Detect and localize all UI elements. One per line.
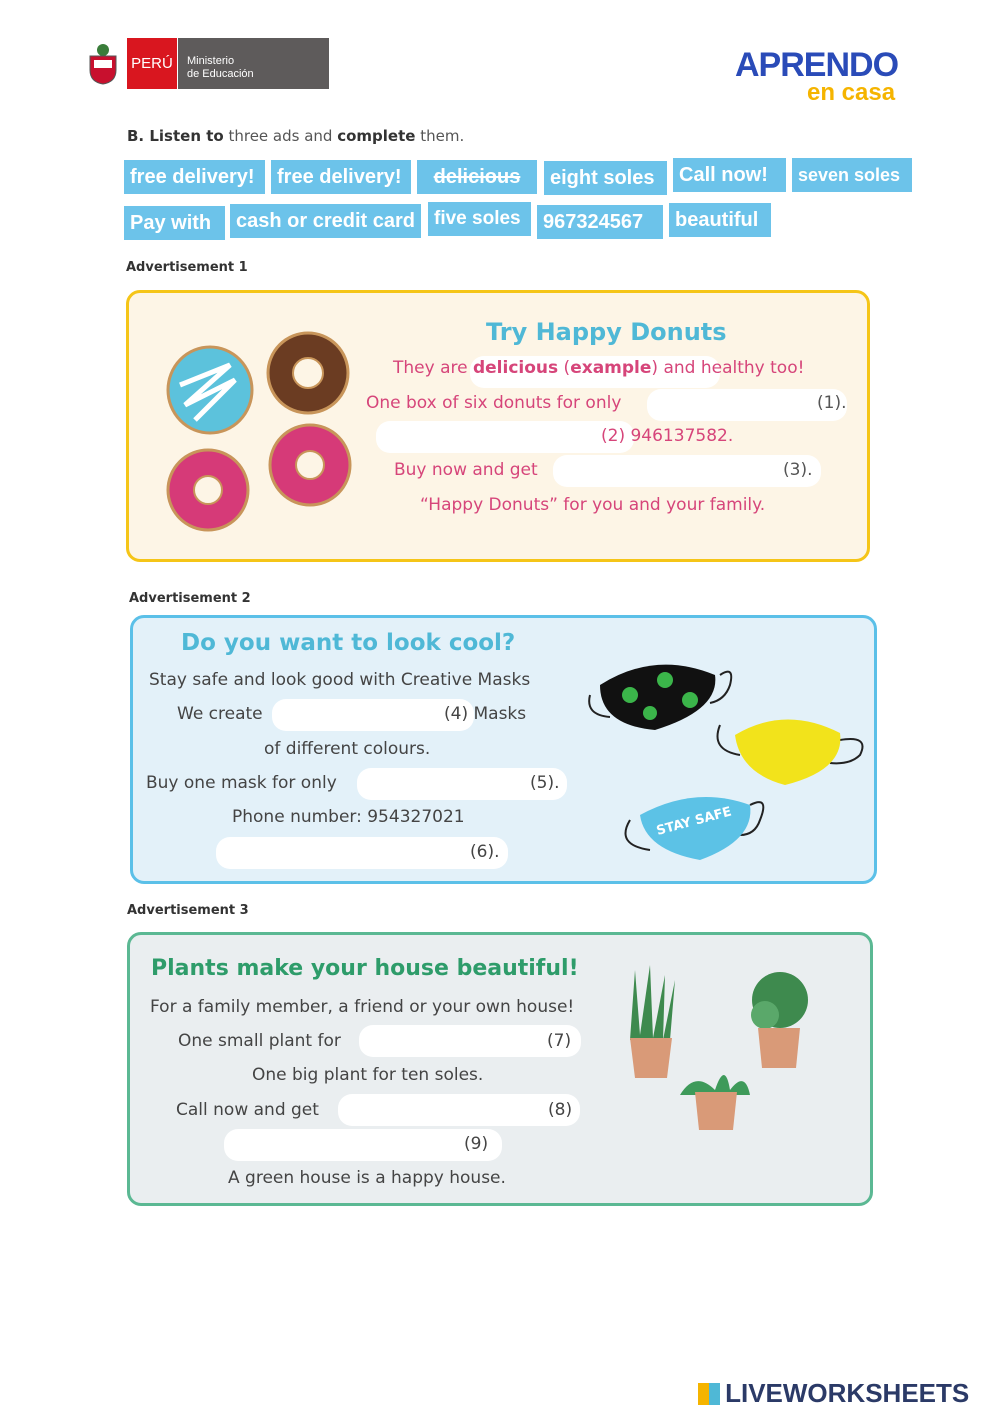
peru-coat-of-arms-icon — [84, 42, 122, 86]
instruction-bold: B. Listen to — [127, 127, 224, 145]
example-label: example — [570, 358, 652, 378]
text: They are — [393, 358, 473, 378]
example-word: delicious — [472, 358, 559, 378]
ministry-line2: de Educación — [187, 68, 254, 80]
answer-drop-zone-3[interactable] — [553, 455, 821, 487]
blank-number-5: (5). — [530, 773, 560, 793]
ad1-label: Advertisement 1 — [126, 260, 248, 275]
ad1-line4: Buy now and get — [394, 460, 538, 480]
ministry-line1: Ministerio — [187, 55, 235, 67]
ad2-title: Do you want to look cool? — [181, 630, 516, 656]
instruction: B. Listen to three ads and complete them… — [127, 127, 464, 145]
text: ( — [558, 358, 571, 378]
word-chip[interactable]: Call now! — [673, 158, 786, 192]
answer-drop-zone-1[interactable] — [647, 389, 847, 421]
blank-number-1: (1). — [817, 393, 847, 413]
ad3-line3: One big plant for ten soles. — [252, 1065, 484, 1085]
ad3-label: Advertisement 3 — [127, 903, 249, 918]
word-chip[interactable]: 967324567 — [537, 205, 663, 239]
word-chip[interactable]: free delivery! — [271, 160, 411, 194]
ad1-line1: They are delicious (example) and healthy… — [393, 358, 804, 378]
peru-logo: PERÚ — [127, 38, 177, 89]
blank-number-4: (4) Masks — [444, 704, 527, 724]
liveworksheets-icon — [698, 1382, 720, 1405]
ad1-line2: One box of six donuts for only — [366, 393, 622, 413]
masks-illustration: STAY SAFE — [588, 664, 864, 860]
word-chip[interactable]: five soles — [428, 202, 531, 236]
ad1-line5: “Happy Donuts” for you and your family. — [420, 495, 766, 515]
word-chip[interactable]: beautiful — [669, 203, 771, 237]
instruction-suffix: them. — [415, 127, 465, 145]
aprendo-logo: APRENDO en casa — [735, 46, 915, 106]
ad2-line2: We create — [177, 704, 263, 724]
ministry-logo: Ministerio de Educación — [178, 38, 329, 89]
blank-number-2: (2) 946137582. — [601, 426, 734, 446]
word-chip[interactable]: eight soles — [544, 161, 667, 195]
answer-drop-zone-9[interactable] — [224, 1129, 502, 1161]
donuts-illustration — [166, 331, 352, 532]
word-chip-used[interactable]: delicious — [417, 160, 537, 194]
ad2-label: Advertisement 2 — [129, 591, 251, 606]
blank-number-8: (8) — [548, 1100, 573, 1120]
text: ) and healthy too! — [651, 358, 805, 378]
blank-number-7: (7) — [547, 1031, 572, 1051]
ad3-line2: One small plant for — [178, 1031, 341, 1051]
ad2-line5: Phone number: 954327021 — [232, 807, 465, 827]
ad3-line6: A green house is a happy house. — [228, 1168, 506, 1188]
en-casa-text: en casa — [807, 79, 896, 106]
answer-drop-zone-5[interactable] — [357, 768, 567, 800]
word-chip[interactable]: seven soles — [792, 158, 912, 192]
word-chip[interactable]: Pay with — [124, 206, 225, 240]
answer-drop-zone-6[interactable] — [216, 837, 508, 869]
blank-number-6: (6). — [470, 842, 500, 862]
word-chip[interactable]: cash or credit card — [230, 204, 421, 238]
answer-drop-zone-7[interactable] — [359, 1025, 581, 1057]
ad2-line4: Buy one mask for only — [146, 773, 337, 793]
answer-drop-zone-2[interactable] — [376, 421, 634, 453]
ad2-line3: of different colours. — [264, 739, 431, 759]
ad1-title: Try Happy Donuts — [486, 318, 727, 346]
ad3-title: Plants make your house beautiful! — [151, 956, 579, 981]
blank-number-3: (3). — [783, 460, 813, 480]
ad2-line1: Stay safe and look good with Creative Ma… — [149, 670, 531, 690]
answer-drop-zone-8[interactable] — [338, 1094, 580, 1126]
liveworksheets-text: LIVEWORKSHEETS — [725, 1378, 970, 1408]
instruction-bold2: complete — [337, 127, 416, 145]
liveworksheets-logo: LIVEWORKSHEETS — [698, 1378, 969, 1409]
ad3-line1: For a family member, a friend or your ow… — [150, 997, 575, 1017]
aprendo-text: APRENDO — [735, 46, 899, 84]
answer-drop-zone-4[interactable] — [272, 699, 474, 731]
word-chip[interactable]: free delivery! — [124, 160, 265, 194]
ad3-line4: Call now and get — [176, 1100, 319, 1120]
plants-illustration — [630, 965, 808, 1130]
blank-number-9: (9) — [464, 1134, 489, 1154]
instruction-text: three ads and — [223, 127, 338, 145]
example-drop-zone — [470, 356, 720, 388]
